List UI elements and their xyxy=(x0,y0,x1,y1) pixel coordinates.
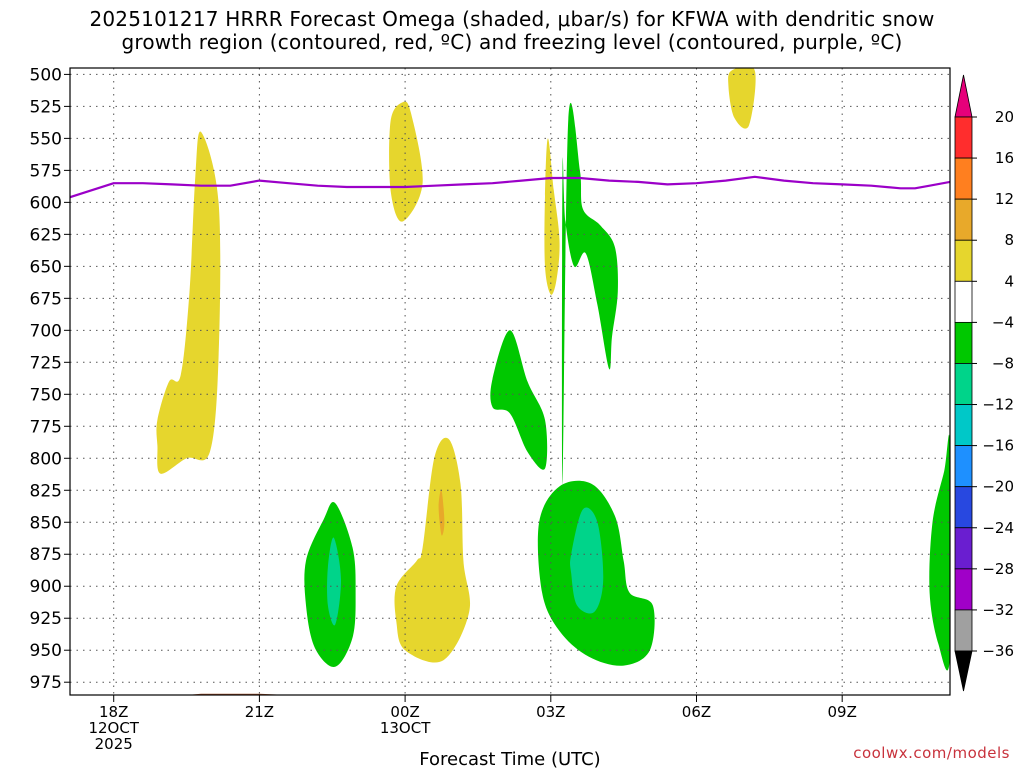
source-credit: coolwx.com/models xyxy=(853,744,1010,762)
y-tick-label: 525 xyxy=(30,97,62,117)
axes: 500 525 550 575 600 625 650 675 700 725 750 775 800 8… xyxy=(30,65,951,768)
colorbar-band xyxy=(954,321,973,364)
colorbar-label: −16 xyxy=(982,437,1014,455)
x-tick-label: 18Z xyxy=(99,703,128,721)
freezing-level-line xyxy=(70,175,950,199)
y-tick-label: 725 xyxy=(30,353,62,373)
colorbar-label: −32 xyxy=(982,601,1014,619)
colorbar-label: −20 xyxy=(982,478,1014,496)
y-tick-label: 925 xyxy=(30,609,62,629)
y-tick-label: 900 xyxy=(30,577,62,597)
y-tick-label: 950 xyxy=(30,641,62,661)
omega-region-green-sink-5 xyxy=(929,434,950,671)
y-tick-label: 825 xyxy=(30,481,62,501)
colorbar-label: −36 xyxy=(982,642,1014,660)
x-tick-label: 00Z xyxy=(390,703,419,721)
colorbar-band xyxy=(954,116,973,159)
y-tick-label: 850 xyxy=(30,513,62,533)
y-tick-label: 575 xyxy=(30,161,62,181)
colorbar-label: −28 xyxy=(982,560,1014,578)
omega-region-yellow-lift-2 xyxy=(389,101,423,222)
omega-region-yellow-lift-1 xyxy=(156,131,221,474)
colorbar-label: 12 xyxy=(995,190,1014,208)
omega-region-teal-sink-1 xyxy=(327,537,342,626)
colorbar-band xyxy=(954,486,973,529)
colorbar-band xyxy=(954,527,973,570)
y-tick-label: 650 xyxy=(30,257,62,277)
y-tick-label: 500 xyxy=(30,65,62,85)
colorbar-band xyxy=(954,568,973,611)
plot-area xyxy=(70,68,950,695)
colorbar-band xyxy=(954,404,973,447)
colorbar-label: −12 xyxy=(982,396,1014,414)
colorbar-band xyxy=(954,445,973,488)
omega-region-green-sink-2 xyxy=(490,330,548,470)
y-tick-label: 975 xyxy=(30,673,62,693)
x-tick-label: 21Z xyxy=(245,703,274,721)
colorbar-label: −24 xyxy=(982,519,1014,537)
chart-title-line-1: 2025101217 HRRR Forecast Omega (shaded, … xyxy=(89,7,935,31)
colorbar-band xyxy=(954,239,973,282)
x-tick-label: 13OCT xyxy=(380,719,431,737)
x-tick-label: 12OCT xyxy=(88,719,139,737)
omega-region-yellow-lift-3 xyxy=(544,138,560,295)
y-tick-label: 750 xyxy=(30,385,62,405)
grid xyxy=(70,68,950,695)
y-tick-label: 675 xyxy=(30,289,62,309)
chart-title-line-2: growth region (contoured, red, ºC) and f… xyxy=(121,30,903,54)
omega-region-yellow-lift-4 xyxy=(728,68,756,129)
colorbar-band xyxy=(954,198,973,241)
x-tick-label: 06Z xyxy=(682,703,711,721)
x-tick-label: 2025 xyxy=(95,735,133,753)
colorbar-band xyxy=(954,157,973,200)
colorbar-label: 8 xyxy=(1004,231,1014,249)
colorbar-label: −8 xyxy=(992,354,1014,372)
y-tick-label: 600 xyxy=(30,193,62,213)
colorbar-label: 16 xyxy=(995,149,1014,167)
y-tick-label: 700 xyxy=(30,321,62,341)
colorbar-band xyxy=(954,609,973,652)
colorbar-label: 4 xyxy=(1004,272,1014,290)
colorbar-under-arrow xyxy=(954,650,973,692)
chart-title: 2025101217 HRRR Forecast Omega (shaded, … xyxy=(0,8,1024,54)
y-tick-label: 775 xyxy=(30,417,62,437)
x-axis-label: Forecast Time (UTC) xyxy=(419,749,600,768)
colorbar-band xyxy=(954,280,973,323)
colorbar: 20 16 12 8 4 −4 −8 −12 −16 −20 −24 −28 −32 −36 xyxy=(954,74,1014,692)
colorbar-band xyxy=(954,363,973,405)
colorbar-over-arrow xyxy=(954,74,973,118)
x-tick-label: 09Z xyxy=(827,703,856,721)
y-tick-label: 550 xyxy=(30,129,62,149)
x-tick-label: 03Z xyxy=(536,703,565,721)
omega-region-teal-sink-2 xyxy=(570,507,604,614)
colorbar-label: 20 xyxy=(995,108,1014,126)
omega-region-yellow-lift-5 xyxy=(394,437,471,663)
terrain-surface xyxy=(70,693,950,695)
y-tick-label: 625 xyxy=(30,225,62,245)
y-tick-label: 800 xyxy=(30,449,62,469)
colorbar-label: −4 xyxy=(992,313,1014,331)
omega-region-orange-lift xyxy=(438,489,445,536)
omega-region-green-sink-1 xyxy=(561,102,618,485)
plot-frame xyxy=(69,67,951,696)
y-tick-label: 875 xyxy=(30,545,62,565)
